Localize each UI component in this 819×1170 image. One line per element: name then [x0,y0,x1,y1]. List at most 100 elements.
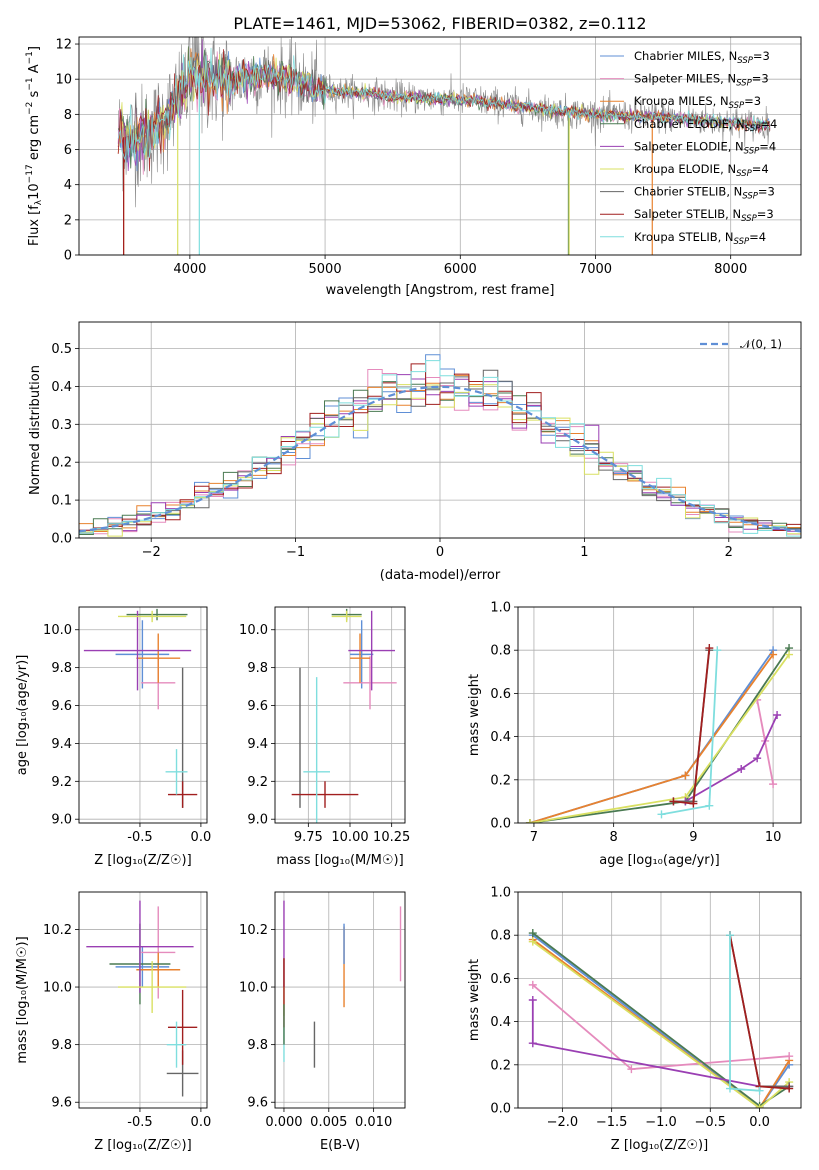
mass-weight-point [705,644,714,653]
x-axis-label: mass [log₁₀(M/M☉)] [276,853,403,868]
mass-weight-point [755,1086,764,1095]
legend-label: Kroupa ELODIE, NSSP=4 [634,162,769,179]
age-massweight-axes: 7 8 9 10 0.0 0.2 0.4 0.6 0.8 1.0 age [log₁₀(age/yr… [467,601,802,868]
x-tick-label: 7000 [579,262,612,277]
mass-weight-line [532,940,790,1108]
plot-area [86,900,199,1097]
mass-weight-point [773,711,782,719]
y-axis-label: Normed distribution [28,365,43,495]
y-tick-label: 0.3 [51,418,72,433]
mass-age-axes: 9.75 10.00 10.25 9.0 9.2 9.4 9.6 9.8 10.0 mass [l… [239,606,410,868]
y-tick-label: 9.6 [51,699,72,714]
y-tick-label: 10 [55,73,72,88]
legend-label: Salpeter MILES, NSSP=3 [634,72,769,89]
y-axis-label: mass [log₁₀(M/M☉)] [15,936,30,1063]
axes-frame [274,891,406,1109]
x-tick-label: 0.0 [191,1115,212,1130]
plot-area [117,37,771,255]
x-tick-label: 9.75 [294,830,323,845]
x-tick-label: 6000 [444,262,477,277]
axes-frame [78,36,802,256]
y-tick-label: 9.8 [247,1038,268,1053]
x-tick-label: 10 [765,830,782,845]
y-tick-label: 0.8 [490,929,511,944]
x-tick-label: 2 [725,545,733,560]
y-tick-label: 0.0 [490,1102,511,1117]
plot-area [79,354,801,538]
mass-weight-point [689,799,698,808]
mass-weight-line [529,647,790,823]
legend-label: Chabrier STELIB, NSSP=3 [634,185,775,202]
mass-weight-line [532,934,790,1108]
x-tick-label: 10.00 [331,830,368,845]
mass-weight-point [755,1104,764,1108]
mass-weight-point [681,771,690,780]
ebv-mass-axes: 0.000 0.005 0.010 9.6 9.8 10.0 10.2 E(B-V) [239,891,406,1153]
z-mass-axes: -0.5 0.0 9.6 9.8 10.0 10.2 Z [log₁₀(Z/Z☉)] mass… [15,891,212,1153]
y-tick-label: 8 [64,108,72,123]
y-axis-label: mass weight [467,674,482,756]
x-tick-label: -0.5 [127,1115,152,1130]
y-tick-label: 1.0 [490,886,511,901]
x-tick-label: 9 [689,830,697,845]
x-tick-label: 5000 [309,262,342,277]
histogram-step [79,360,801,538]
mass-weight-line [529,653,774,823]
legend-label: Salpeter ELODIE, NSSP=4 [634,139,776,156]
y-tick-label: 0.8 [490,644,511,659]
y-tick-label: 9.4 [51,737,72,752]
legend-label: Chabrier MILES, NSSP=3 [634,49,770,66]
mass-weight-line [532,938,790,1108]
x-tick-label: −2.0 [547,1115,579,1130]
mass-weight-point [713,646,722,655]
x-tick-label: 0.005 [310,1115,347,1130]
legend-label: 𝒩(0, 1) [740,337,782,351]
mass-weight-point [769,650,778,659]
y-tick-label: 0.4 [490,730,511,745]
x-axis-label: (data-model)/error [380,568,501,583]
y-tick-label: 0.5 [51,342,72,357]
model-fit-line [117,47,771,161]
y-tick-label: 0.2 [490,1058,511,1073]
mass-weight-line [673,647,711,805]
x-tick-label: 1 [580,545,588,560]
mass-weight-point [705,801,714,810]
plot-area [283,900,402,1068]
legend-label: Salpeter STELIB, NSSP=3 [634,207,774,224]
y-tick-label: 9.0 [247,813,268,828]
y-tick-label: 0.2 [490,773,511,788]
observed-spectrum-line [117,37,771,208]
normal-pdf-line [79,385,801,533]
z-massweight-axes: −2.0 −1.5 −1.0 −0.5 0.0 0.0 0.2 0.4 0.6 0.8 1.0 Z [… [467,886,802,1153]
plot-area [83,608,198,808]
x-tick-label: 8 [610,830,618,845]
mass-weight-line [661,650,719,816]
mass-weight-point [528,996,537,1004]
mass-weight-point [528,937,537,946]
y-tick-label: 10.0 [43,623,72,638]
spectrum-legend: Chabrier MILES, NSSP=3 Salpeter MILES, NS… [600,49,777,247]
y-tick-label: 10.2 [239,923,268,938]
legend-label: Kroupa MILES, NSSP=3 [634,94,761,111]
y-tick-label: 9.8 [51,1038,72,1053]
x-axis-label: E(B-V) [320,1138,360,1153]
x-tick-label: 0 [436,545,444,560]
legend-label: Kroupa STELIB, NSSP=4 [634,230,766,247]
y-axis-label: age [log₁₀(age/yr)] [15,655,30,776]
x-tick-label: 0.0 [191,830,212,845]
y-tick-label: 0.6 [490,687,511,702]
x-tick-label: −1.0 [645,1115,677,1130]
mass-weight-point [657,810,666,819]
y-tick-label: 9.2 [51,775,72,790]
mass-weight-line [684,714,778,803]
y-tick-label: 10.0 [43,981,72,996]
axes-frame [78,606,208,824]
plot-area [525,644,794,823]
spectrum-title: PLATE=1461, MJD=53062, FIBERID=0382, z=0… [233,14,646,33]
mass-weight-line [673,650,711,803]
y-tick-label: 4 [64,178,72,193]
y-tick-label: 2 [64,213,72,228]
axes-frame [517,891,802,1109]
y-tick-label: 0.6 [490,972,511,987]
